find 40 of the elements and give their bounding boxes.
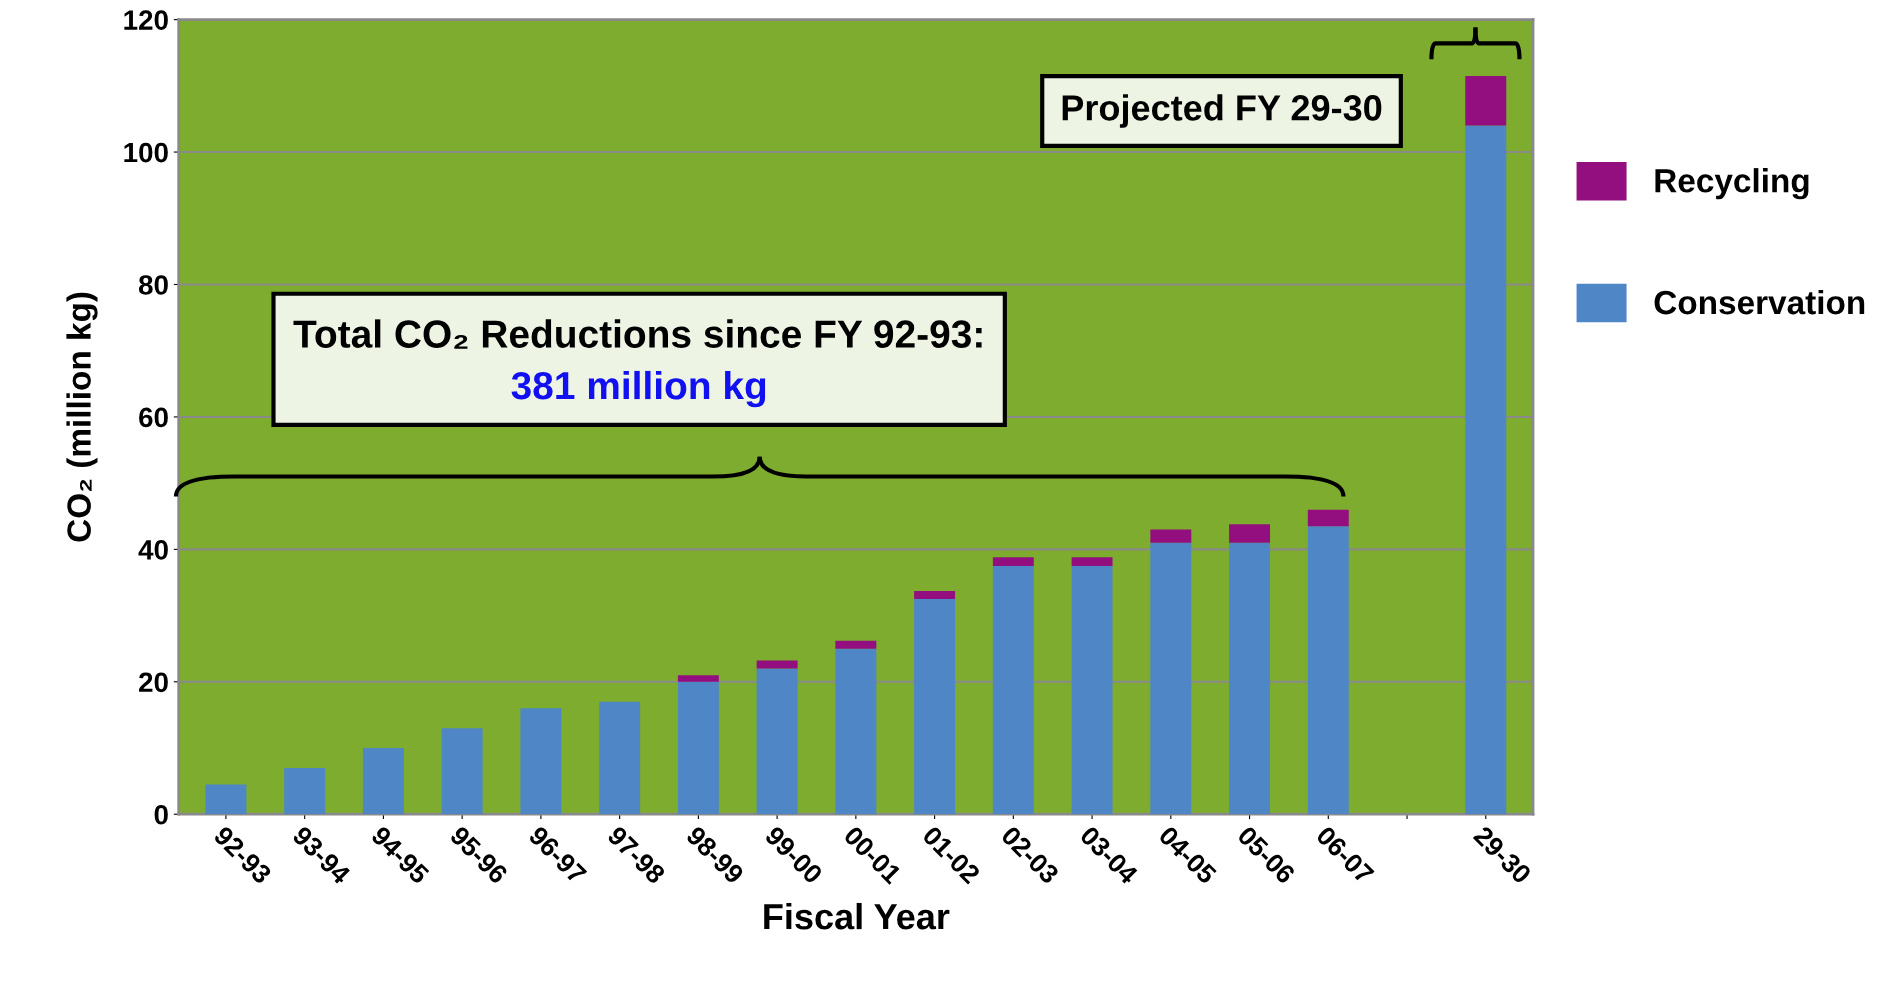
bar [677,681,719,815]
bar [992,565,1034,815]
bar [599,701,641,815]
bar [1071,557,1113,566]
bar [835,640,877,649]
bar [1150,529,1192,543]
bar [756,660,798,669]
y-axis-title: CO₂ (million kg) [66,292,98,542]
bar [520,708,562,815]
bar [205,784,247,815]
y-tick-label: 80 [138,275,168,295]
bar [992,557,1034,566]
bar [362,748,404,815]
annotation: Projected FY 29-30 [1062,94,1382,128]
y-tick-label: 20 [139,672,168,693]
y-tick-label: 40 [138,540,168,560]
legend-label: Recycling [1655,168,1809,200]
bar [1307,526,1349,815]
bar [1150,542,1192,815]
bar [835,648,877,815]
y-tick-label: 100 [124,142,168,163]
annotation: Total CO₂ Reductions since FY 92-93: [293,319,982,349]
legend-label: Conservation [1654,289,1865,315]
y-tick-label: 0 [154,804,168,825]
bar [756,668,798,815]
bar [1307,509,1349,527]
y-tick-label: 120 [124,10,168,30]
bar [914,591,956,600]
bar [284,767,326,815]
bar [1465,75,1507,126]
annotation: 381 million kg [511,370,766,408]
x-axis-title: Fiscal Year [764,902,950,930]
bar [1071,565,1113,815]
bar [1229,542,1271,815]
bar [1465,125,1507,815]
bar [441,728,483,815]
bar [914,599,956,815]
bar [1229,524,1271,543]
bar [677,675,719,682]
y-tick-label: 60 [139,407,168,428]
